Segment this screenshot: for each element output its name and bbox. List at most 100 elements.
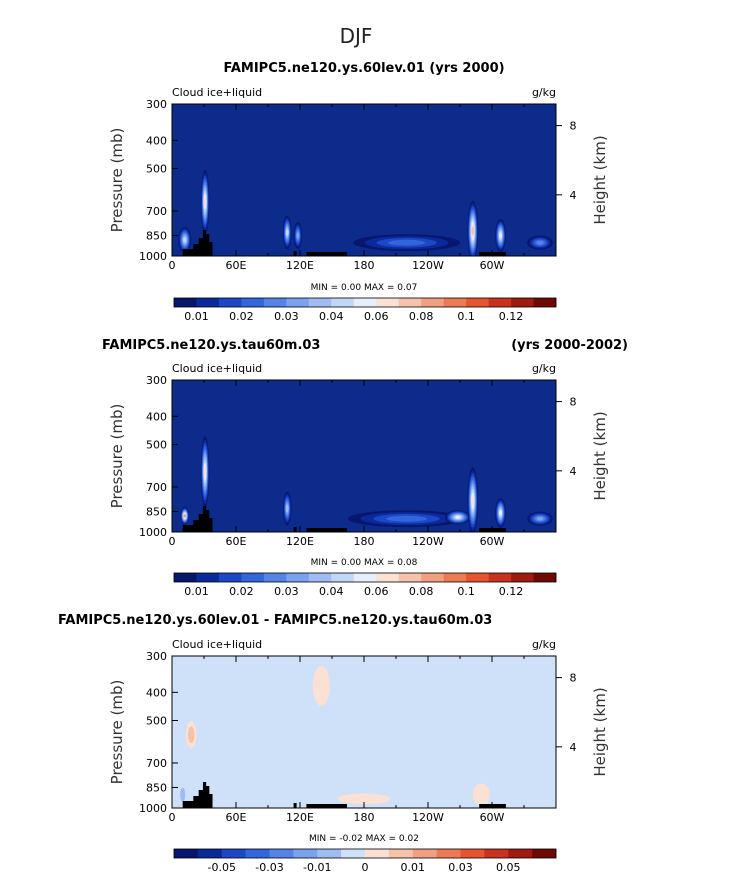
colorbar-swatch: [484, 849, 509, 858]
field-layer: [172, 656, 556, 808]
min-max-stats: MIN = -0.02 MAX = 0.02: [309, 834, 419, 844]
colorbar-label: 0.1: [457, 310, 475, 323]
x-tick-label: 120W: [412, 259, 444, 272]
colorbar-swatch: [221, 849, 246, 858]
panel-title: FAMIPC5.ne120.ys.60lev.01 (yrs 2000): [223, 61, 504, 76]
colorbar-frame: [173, 297, 557, 308]
y-tick-label: 400: [146, 686, 167, 699]
colorbar-label: 0: [362, 861, 369, 874]
contour-blob: [499, 232, 503, 239]
y-tick-label: 300: [146, 374, 167, 387]
contour-blob: [499, 510, 503, 516]
colorbar-frame: [173, 848, 557, 859]
colorbar-swatch: [196, 298, 220, 307]
colorbar-swatch: [365, 849, 390, 858]
colorbar-label: 0.08: [409, 310, 434, 323]
contour-blob: [285, 504, 289, 513]
x-tick-label: 60W: [480, 811, 505, 824]
contour-blob: [536, 516, 544, 521]
field-background: [172, 656, 556, 808]
colorbar-label: 0.08: [409, 585, 434, 598]
colorbar-swatch: [376, 298, 400, 307]
y-tick-label: 1000: [139, 526, 167, 539]
y-tick-label: 400: [146, 134, 167, 147]
panel-p3: FAMIPC5.ne120.ys.60lev.01 - FAMIPC5.ne12…: [58, 613, 609, 874]
y-right-tick-label: 4: [570, 741, 577, 754]
panels-group: FAMIPC5.ne120.ys.60lev.01 (yrs 2000) Clou…: [58, 61, 628, 874]
colorbar-swatch: [218, 298, 242, 307]
contour-blob: [337, 793, 391, 805]
contour-blob: [472, 783, 490, 806]
colorbar-swatch: [293, 849, 318, 858]
x-tick-label: 180: [354, 259, 375, 272]
colorbar-swatch: [269, 849, 294, 858]
y-right-axis-label: Height (km): [591, 411, 609, 500]
colorbar-swatch: [388, 849, 414, 858]
colorbar-label: 0.06: [364, 585, 389, 598]
colorbar-swatch: [317, 849, 342, 858]
colorbar-swatch: [376, 573, 400, 582]
land-south-america: [479, 252, 506, 256]
y-axis-label: Pressure (mb): [108, 404, 126, 509]
land-new-guinea: [306, 528, 347, 532]
x-tick-label: 0: [169, 811, 176, 824]
colorbar-swatch: [436, 849, 461, 858]
y-right-tick-label: 8: [570, 672, 577, 685]
y-tick-label: 700: [146, 205, 167, 218]
y-tick-label: 500: [146, 438, 167, 451]
colorbar-label: 0.02: [229, 310, 254, 323]
land-borneo: [293, 251, 297, 256]
colorbar-swatch: [174, 849, 199, 858]
contour-blob: [388, 239, 426, 246]
x-tick-label: 120E: [286, 535, 314, 548]
x-tick-label: 180: [354, 535, 375, 548]
x-tick-label: 60E: [226, 811, 247, 824]
colorbar-label: 0.12: [499, 310, 524, 323]
contour-blob: [471, 495, 475, 506]
colorbar-label: 0.03: [274, 310, 299, 323]
colorbar-swatch: [197, 849, 223, 858]
colorbar-swatch: [533, 573, 557, 582]
panel-title-years: (yrs 2000-2002): [511, 338, 628, 353]
units-label: g/kg: [532, 86, 556, 99]
land-borneo: [293, 527, 297, 532]
colorbar-swatch: [398, 298, 422, 307]
colorbar-label: 0.1: [457, 585, 475, 598]
contour-blob: [455, 515, 460, 519]
colorbar-swatch: [263, 573, 287, 582]
contour-blob: [471, 226, 475, 236]
field-background: [172, 104, 556, 256]
colorbar-label: 0.03: [448, 861, 473, 874]
colorbar-swatch: [460, 849, 485, 858]
colorbar-swatch: [241, 573, 265, 582]
y-right-tick-label: 8: [570, 396, 577, 409]
x-tick-label: 0: [169, 535, 176, 548]
y-tick-label: 500: [146, 714, 167, 727]
figure-suptitle: DJF: [340, 24, 373, 48]
contour-blob: [433, 783, 455, 798]
panel-title: FAMIPC5.ne120.ys.tau60m.03: [102, 338, 320, 353]
colorbar-swatch: [286, 298, 310, 307]
land-new-guinea: [306, 252, 347, 256]
land-africa: [182, 230, 213, 256]
colorbar-swatch: [308, 298, 332, 307]
y-tick-label: 1000: [139, 250, 167, 263]
x-tick-label: 60W: [480, 535, 505, 548]
colorbar-swatch: [263, 298, 287, 307]
colorbar-swatch: [412, 849, 437, 858]
x-tick-label: 120W: [412, 535, 444, 548]
land-africa: [182, 506, 213, 532]
variable-label: Cloud ice+liquid: [172, 86, 262, 99]
contour-blob: [203, 466, 207, 478]
colorbar-swatch: [443, 298, 467, 307]
colorbar-label: -0.03: [255, 861, 283, 874]
colorbar-swatch: [511, 573, 534, 582]
contour-blob: [187, 726, 195, 744]
contour-blob: [386, 515, 428, 522]
colorbar-swatch: [421, 573, 444, 582]
y-tick-label: 850: [146, 781, 167, 794]
colorbar-swatch: [466, 298, 489, 307]
panel-p2: FAMIPC5.ne120.ys.tau60m.03 (yrs 2000-2002…: [102, 338, 628, 598]
y-tick-label: 850: [146, 229, 167, 242]
colorbar-swatch: [331, 573, 355, 582]
